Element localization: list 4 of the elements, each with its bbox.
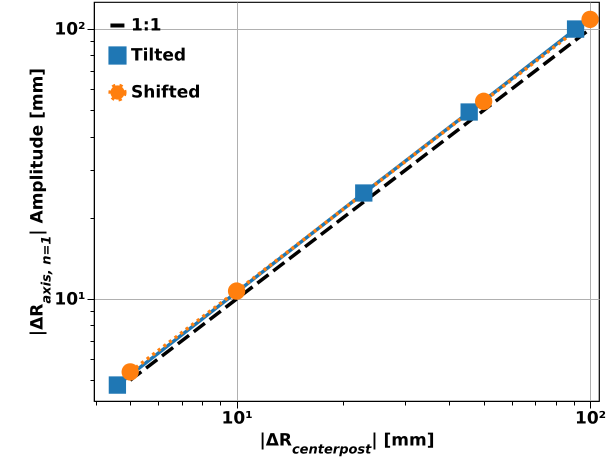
legend-label: Shifted	[131, 82, 200, 102]
x-axis-title: |ΔR$_{centerpost}$| [mm]	[260, 430, 434, 457]
legend-label: 1:1	[131, 16, 162, 36]
legend-label: Tilted	[131, 46, 186, 66]
